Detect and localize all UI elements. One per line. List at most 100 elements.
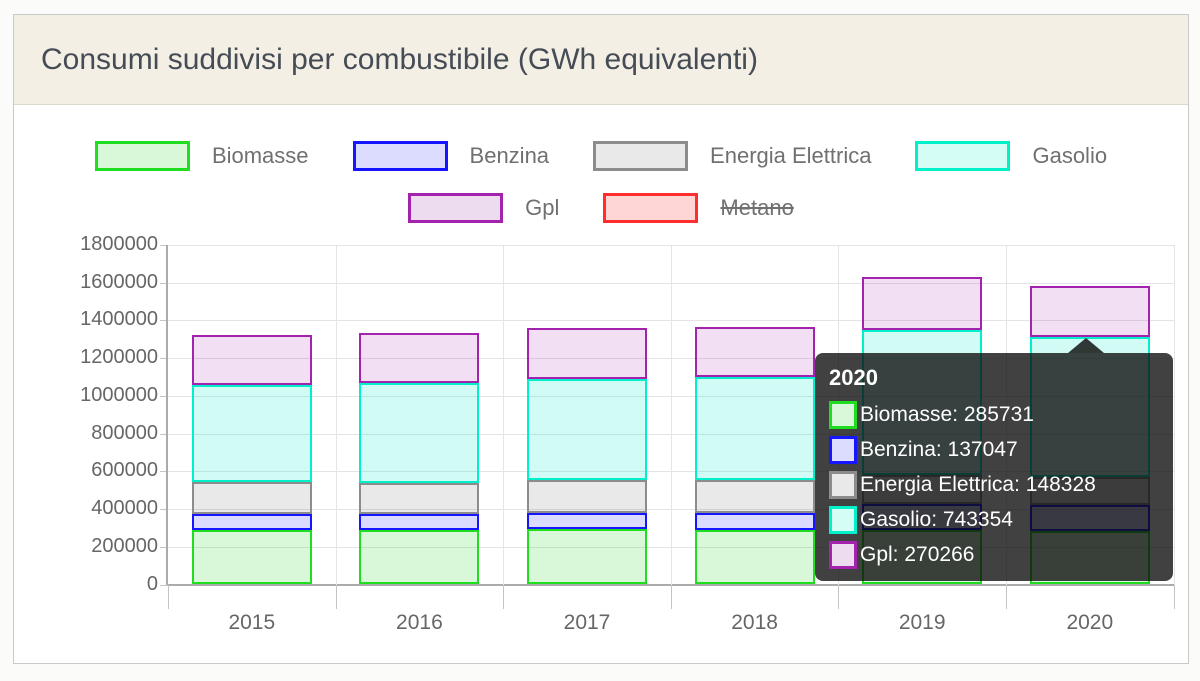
tooltip-swatch-icon [829,506,857,534]
y-tick [160,471,168,473]
bar-segment-2017-gasolio[interactable] [527,378,647,481]
tooltip: 2020 Biomasse: 285731 Benzina: 137047 Ener… [815,338,1173,581]
x-tick [168,584,169,609]
y-axis-label: 1400000 [80,308,158,331]
bar-segment-2016-energia-elettrica[interactable] [359,482,480,515]
bar-segment-2015-biomasse[interactable] [191,530,312,585]
tooltip-swatch-icon [829,541,857,569]
y-tick [160,395,168,397]
y-tick [160,358,168,360]
y-tick [160,245,168,246]
legend-label: Energia Elettrica [710,143,872,168]
tooltip-row-text: Gasolio: 743354 [860,508,1013,531]
y-axis-label: 1800000 [80,233,158,255]
legend-label: Gpl [525,195,560,220]
tooltip-row-energia-elettrica: Energia Elettrica: 148328 [829,471,1159,499]
y-axis-label: 400000 [91,497,158,520]
y-axis-label: 1000000 [80,383,158,406]
tooltip-swatch-icon [829,471,857,499]
tooltip-row-text: Biomasse: 285731 [860,403,1034,426]
legend-swatch-icon [408,193,504,223]
bar-segment-2016-gasolio[interactable] [359,383,480,483]
y-axis-label: 200000 [91,534,158,557]
tooltip-swatch-icon [829,401,857,429]
tooltip-row-text: Energia Elettrica: 148328 [860,473,1096,496]
legend-label: Metano [720,195,794,220]
legend-row-1: Biomasse Benzina Energia Elettrica Gasolio [14,141,1188,171]
bar-segment-2015-energia-elettrica[interactable] [191,482,312,515]
y-axis-label: 1600000 [80,270,158,293]
y-tick [160,546,168,548]
y-axis-label: 0 [146,572,158,595]
bar-segment-2018-benzina[interactable] [694,513,815,530]
x-gridline [335,245,337,585]
y-tick [160,433,168,435]
x-axis-label: 2017 [563,610,611,634]
bar-segment-2015-gasolio[interactable] [191,384,312,483]
bar-segment-2016-benzina[interactable] [359,514,480,531]
bar-segment-2020-gpl[interactable] [1029,285,1150,337]
bar-segment-2015-gpl[interactable] [191,335,312,385]
legend-item-biomasse[interactable]: Biomasse [94,141,309,171]
bar-segment-2017-gpl[interactable] [527,327,647,379]
bar-segment-2018-biomasse[interactable] [694,529,815,585]
legend-swatch-icon [915,141,1011,171]
x-tick [670,584,672,609]
legend-item-energia-elettrica[interactable]: Energia Elettrica [593,141,871,171]
legend-label: Gasolio [1032,143,1108,168]
legend-item-gpl[interactable]: Gpl [408,193,559,223]
x-axis-label: 2015 [228,610,276,634]
tooltip-rows: Biomasse: 285731 Benzina: 137047 Energia E… [829,401,1159,569]
x-tick [503,584,505,609]
bar-segment-2015-benzina[interactable] [191,514,312,531]
tooltip-title: 2020 [829,365,878,390]
bar-segment-2018-gpl[interactable] [694,327,815,377]
tooltip-row-gasolio: Gasolio: 743354 [829,506,1159,534]
x-axis-label: 2018 [731,610,778,634]
x-tick [838,584,840,609]
legend-label: Biomasse [211,143,309,168]
legend-swatch-icon [352,141,448,171]
y-axis-label: 800000 [91,421,158,444]
legend-swatch-icon [603,193,699,223]
tooltip-row-gpl: Gpl: 270266 [829,541,1159,569]
legend-item-gasolio[interactable]: Gasolio [915,141,1107,171]
y-axis-line [166,245,168,585]
chart-card: Consumi suddivisi per combustibile (GWh … [13,14,1189,664]
x-axis-label: 2020 [1066,610,1114,634]
x-tick [1006,584,1007,609]
legend-item-metano[interactable]: Metano [603,193,794,223]
y-tick [160,509,168,511]
x-axis-label: 2016 [396,610,443,634]
x-tick [335,584,337,609]
y-tick [160,320,168,322]
bar-segment-2018-gasolio[interactable] [694,377,815,480]
tooltip-row-benzina: Benzina: 137047 [829,436,1159,464]
legend-item-benzina[interactable]: Benzina [352,141,550,171]
bar-segment-2016-gpl[interactable] [359,332,480,384]
tooltip-row-biomasse: Biomasse: 285731 [829,401,1159,429]
tooltip-row-text: Gpl: 270266 [860,543,975,566]
card-header: Consumi suddivisi per combustibile (GWh … [14,15,1188,105]
bar-segment-2018-energia-elettrica[interactable] [694,480,815,514]
y-axis-label: 1200000 [80,346,158,369]
legend-swatch-icon [94,141,190,171]
x-axis-label: 2019 [898,610,946,634]
y-tick [160,282,168,284]
y-tick [160,584,168,586]
bar-segment-2017-benzina[interactable] [527,512,647,530]
bar-segment-2017-biomasse[interactable] [527,529,647,585]
x-gridline [503,245,505,585]
bar-segment-2016-biomasse[interactable] [359,530,480,585]
bar-segment-2019-gpl[interactable] [862,276,983,330]
tooltip-row-text: Benzina: 137047 [860,438,1018,461]
chart-title: Consumi suddivisi per combustibile (GWh … [41,43,758,76]
x-gridline [1173,245,1175,585]
tooltip-arrow-icon [1068,338,1104,353]
legend-label: Benzina [469,143,550,168]
x-gridline [670,245,672,585]
bar-segment-2017-energia-elettrica[interactable] [527,480,647,513]
y-axis-label: 600000 [91,459,158,482]
legend-swatch-icon [593,141,689,171]
legend-row-2: Gpl Metano [14,193,1188,223]
